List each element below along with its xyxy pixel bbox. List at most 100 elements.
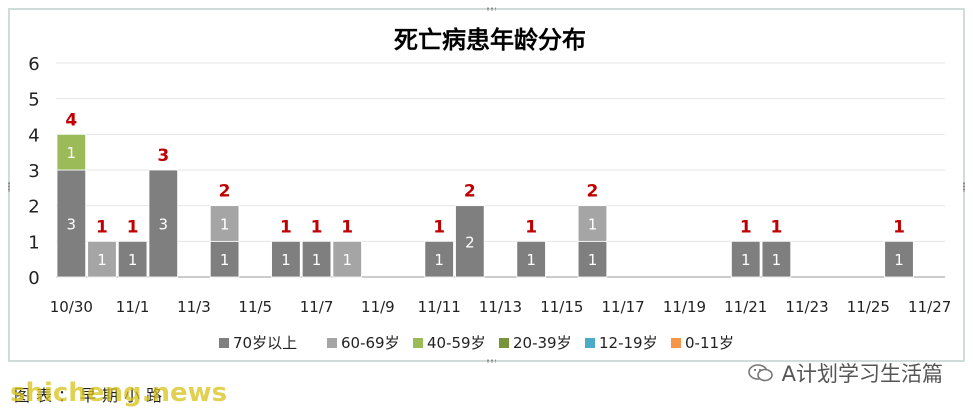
x-tick-label: 11/21 xyxy=(724,298,767,316)
bar-value-label: 3 xyxy=(159,216,169,234)
bar-segment xyxy=(424,240,454,278)
wechat-icon xyxy=(747,363,774,383)
x-tick-label: 11/23 xyxy=(785,298,828,316)
resize-handle-bottom[interactable] xyxy=(486,359,496,363)
bar-value-label: 1 xyxy=(526,251,536,269)
legend-swatch xyxy=(219,338,229,348)
bar-segment xyxy=(332,240,362,278)
total-label: 1 xyxy=(740,217,752,237)
total-label: 1 xyxy=(341,217,353,237)
bar-segment xyxy=(271,240,301,278)
bar-segment xyxy=(516,240,546,278)
bar-segment xyxy=(117,240,148,278)
bar-segment xyxy=(301,240,332,278)
legend-label: 40-59岁 xyxy=(427,334,486,352)
y-tick-label: 6 xyxy=(28,54,39,75)
bar-value-label: 1 xyxy=(220,251,230,269)
bar-segment xyxy=(884,240,914,278)
brand-badge: A计划学习生活篇 xyxy=(747,358,943,388)
bar-segment xyxy=(761,240,792,278)
total-label: 1 xyxy=(127,217,139,237)
y-tick-label: 2 xyxy=(28,197,39,218)
bar-value-label: 1 xyxy=(741,251,751,269)
bar-value-label: 1 xyxy=(128,251,138,269)
x-tick-label: 11/1 xyxy=(116,298,150,316)
x-tick-label: 11/3 xyxy=(177,298,211,316)
gridlines xyxy=(56,62,945,278)
x-tick-label: 11/15 xyxy=(540,298,583,316)
x-tick-label: 11/5 xyxy=(238,298,272,316)
total-label: 1 xyxy=(311,217,323,237)
legend-swatch xyxy=(671,338,681,348)
x-tick-label: 11/11 xyxy=(418,298,461,316)
total-label: 1 xyxy=(893,217,905,237)
y-tick-label: 5 xyxy=(28,90,39,111)
bar-segment xyxy=(209,205,240,242)
y-tick-label: 4 xyxy=(28,125,39,146)
bar-segment xyxy=(209,240,240,278)
legend-label: 0-11岁 xyxy=(685,334,734,352)
bar-segment xyxy=(577,205,608,242)
legend-swatch xyxy=(499,338,509,348)
total-label: 1 xyxy=(96,217,108,237)
bar-value-label: 1 xyxy=(220,216,230,234)
bar-segment xyxy=(87,240,117,278)
legend-swatch xyxy=(413,338,423,348)
bar-segment xyxy=(56,133,87,171)
bar-value-label: 1 xyxy=(97,251,107,269)
resize-handle-right[interactable] xyxy=(962,182,966,192)
bar-segment xyxy=(148,169,179,278)
legend-label: 60-69岁 xyxy=(341,334,400,352)
legend-swatch xyxy=(585,338,595,348)
legend-swatch xyxy=(327,338,337,348)
resize-handle-top[interactable] xyxy=(486,7,496,11)
bar-value-label: 1 xyxy=(588,216,598,234)
bar-value-label: 1 xyxy=(588,251,598,269)
bar-value-label: 1 xyxy=(67,144,77,162)
bar-value-label: 3 xyxy=(67,216,77,234)
x-tick-label: 11/7 xyxy=(300,298,334,316)
legend-label: 70岁以上 xyxy=(233,334,297,352)
total-label: 1 xyxy=(770,217,782,237)
bar-segment xyxy=(577,240,608,278)
bar-value-label: 1 xyxy=(281,251,291,269)
bar-value-label: 1 xyxy=(342,251,352,269)
y-axis-ticks: 0 1 2 3 4 5 6 xyxy=(28,54,39,289)
x-tick-label: 10/30 xyxy=(50,298,93,316)
bar-value-label: 1 xyxy=(312,251,322,269)
bar-value-label: 1 xyxy=(894,251,904,269)
legend: 70岁以上 60-69岁 40-59岁 20-39岁 12-19岁 0-11岁 xyxy=(219,334,734,352)
x-axis-ticks: 10/30 11/1 11/3 11/5 11/7 11/9 11/11 11/13 11/15… xyxy=(50,298,952,316)
legend-label: 20-39岁 xyxy=(513,334,572,352)
x-tick-label: 11/25 xyxy=(847,298,890,316)
total-label: 2 xyxy=(587,182,599,202)
bar-segment xyxy=(455,205,485,278)
total-label: 1 xyxy=(433,217,445,237)
resize-handle-left[interactable] xyxy=(7,182,11,192)
legend-label: 12-19岁 xyxy=(599,334,658,352)
figure-caption: 图表：早期小路 xyxy=(14,386,169,405)
bar-value-label: 1 xyxy=(772,251,782,269)
bar-value-label: 1 xyxy=(434,251,444,269)
total-label: 1 xyxy=(525,217,537,237)
chart-title: 死亡病患年龄分布 xyxy=(394,26,586,54)
x-tick-label: 11/17 xyxy=(602,298,645,316)
total-label: 2 xyxy=(219,182,231,202)
bar-segment xyxy=(731,240,761,278)
total-label: 2 xyxy=(464,182,476,202)
x-tick-label: 11/9 xyxy=(361,298,395,316)
total-label: 4 xyxy=(65,110,77,130)
x-tick-label: 11/13 xyxy=(479,298,522,316)
total-label: 3 xyxy=(157,146,169,166)
x-tick-label: 11/19 xyxy=(663,298,706,316)
brand-name: A计划学习生活篇 xyxy=(781,362,943,386)
y-tick-label: 3 xyxy=(28,161,39,182)
total-label: 1 xyxy=(280,217,292,237)
bar-value-label: 2 xyxy=(465,233,475,251)
y-tick-label: 1 xyxy=(28,232,39,253)
x-tick-label: 11/27 xyxy=(908,298,951,316)
y-tick-label: 0 xyxy=(28,268,39,289)
